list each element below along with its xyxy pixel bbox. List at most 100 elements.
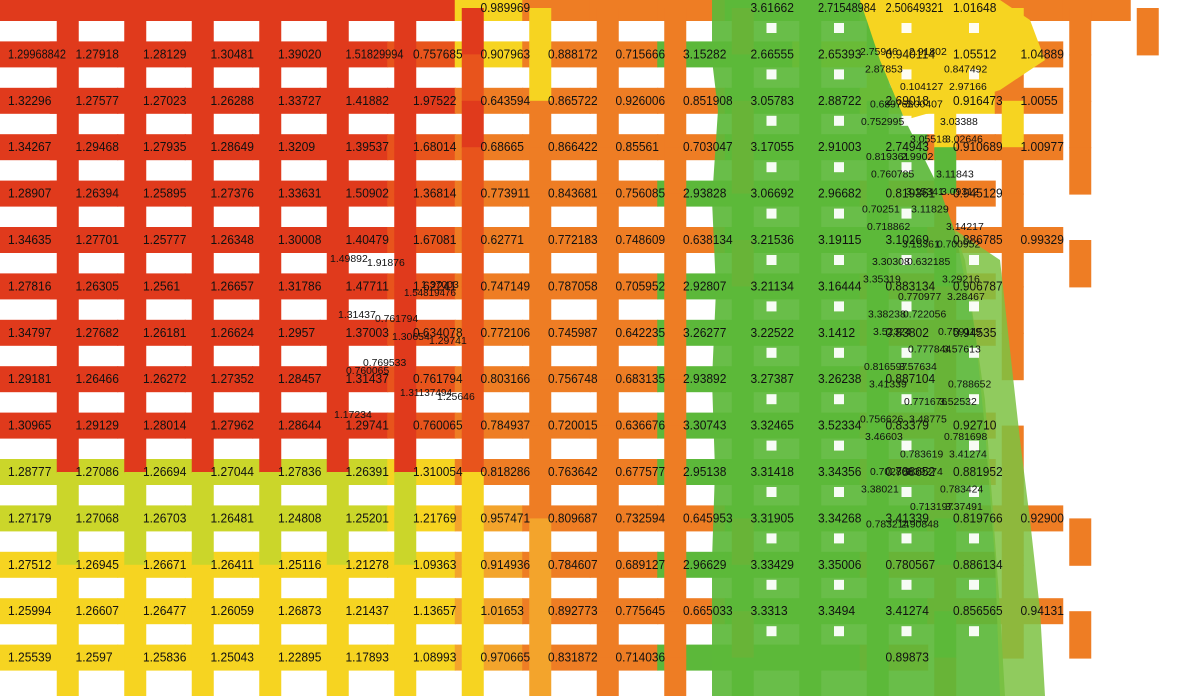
value-label-r7-c11: 3.22522 — [751, 326, 794, 340]
vband-r12-c6 — [461, 564, 484, 613]
value-label-r8-c7: 0.803166 — [481, 372, 531, 386]
vband-r4-c5 — [394, 193, 417, 241]
value-label-r3-c8: 0.866422 — [548, 140, 598, 154]
value-label-r0-c14: 1.01648 — [953, 1, 996, 15]
value-label-r8-c12: 3.26238 — [818, 372, 861, 386]
dense-label-56: 3.48775 — [909, 414, 947, 426]
vband-r9-c0 — [56, 425, 79, 473]
vband-r1-c2 — [191, 54, 214, 102]
vband-r3-c1 — [124, 147, 147, 195]
cell-hole-8-14 — [969, 394, 979, 405]
vband-r9-c3 — [259, 425, 282, 473]
value-label-r7-c1: 1.27682 — [76, 326, 119, 340]
value-label-r11-c12: 3.34268 — [818, 511, 861, 525]
vband-r7-c1 — [124, 332, 147, 381]
value-label-r1-c11: 2.66555 — [751, 47, 794, 61]
dense-label-38: 0.632185 — [907, 256, 950, 268]
value-label-r5-c8: 0.772183 — [548, 233, 598, 247]
vband-r0-c7 — [529, 8, 552, 56]
value-label-r4-c7: 0.773911 — [481, 187, 531, 201]
vband-r12-c0 — [56, 564, 79, 613]
vband-r7-c4 — [326, 332, 349, 381]
cell-hole-5-14 — [969, 255, 979, 265]
vband-r1-c3 — [259, 54, 282, 102]
vband-r3-c0 — [56, 147, 79, 195]
vband-r5-c6 — [461, 240, 484, 288]
value-label-r5-c3: 1.26348 — [211, 233, 254, 247]
value-label-r8-c2: 1.26272 — [143, 372, 186, 386]
value-label-r2-c13: 2.69018 — [886, 94, 929, 108]
vband-r5-c3 — [259, 240, 282, 288]
vband-r8-c9 — [664, 379, 687, 427]
value-label-r3-c10: 0.703047 — [683, 140, 733, 154]
value-label-r3-c14: 0.910689 — [953, 140, 1003, 154]
vband-r9-c6 — [461, 425, 484, 473]
value-label-r6-c2: 1.2561 — [143, 279, 180, 293]
value-label-r11-c14: 0.819766 — [953, 511, 1003, 525]
value-label-r11-c6: 1.21769 — [413, 511, 456, 525]
value-label-r2-c10: 0.851908 — [683, 94, 733, 108]
vband-r4-c2 — [191, 193, 214, 241]
value-label-r13-c11: 3.3313 — [751, 604, 788, 618]
vband-r11-c3 — [259, 518, 282, 566]
value-label-r3-c2: 1.27935 — [143, 140, 186, 154]
value-label-r3-c11: 3.17055 — [751, 140, 794, 154]
value-label-r2-c1: 1.27577 — [76, 94, 119, 108]
value-label-r9-c11: 3.32465 — [751, 419, 794, 433]
dense-label-33: 3.14217 — [946, 221, 984, 233]
value-label-r1-c0: 1.29968842 — [8, 47, 66, 61]
dense-label-17: 0.104127 — [900, 81, 943, 93]
vband-r5-c14 — [1001, 240, 1024, 288]
vband-r0-c9 — [664, 8, 687, 56]
value-label-r5-c0: 1.34635 — [8, 233, 51, 247]
vband-r1-c7 — [529, 54, 552, 102]
vband-r12-c9 — [664, 564, 687, 613]
cell-hole-0-11 — [766, 23, 777, 33]
value-label-r11-c11: 3.31905 — [751, 511, 794, 525]
dense-label-20: 3.00407 — [905, 99, 943, 111]
value-label-r11-c1: 1.27068 — [76, 511, 119, 525]
value-label-r13-c14: 0.856565 — [953, 604, 1003, 618]
dense-label-23: 3.05518 — [910, 134, 948, 146]
value-label-r7-c13: 0.83802 — [886, 326, 929, 340]
vband-r2-c4 — [326, 100, 349, 149]
vband-r2-c7 — [529, 100, 552, 149]
value-label-r9-c2: 1.28014 — [143, 419, 186, 433]
cell-hole-13-12 — [834, 626, 844, 637]
vband-r7-c9 — [664, 332, 687, 381]
dense-label-0: 1.49892 — [330, 253, 368, 265]
cell-hole-5-12 — [834, 255, 844, 265]
dense-label-12: 1.17234 — [334, 409, 372, 421]
value-label-r5-c6: 1.67081 — [413, 233, 456, 247]
value-labels: 0.989969 3.61662 2.71548984 2.50649321 1.016… — [8, 1, 1064, 665]
green-region — [712, 0, 1005, 696]
value-label-r7-c4: 1.2957 — [278, 326, 315, 340]
cell-hole-6-11 — [766, 301, 777, 312]
vband-r9-c5 — [394, 425, 417, 473]
dense-label-61: 0.702808 — [870, 466, 913, 478]
value-label-r1-c10: 3.15282 — [683, 47, 726, 61]
vband-r1-c8 — [596, 54, 619, 102]
cell-hole-11-12 — [834, 533, 844, 544]
value-label-r8-c11: 3.27387 — [751, 372, 794, 386]
dense-label-15: 0.847492 — [944, 64, 987, 76]
value-label-r2-c4: 1.33727 — [278, 94, 321, 108]
value-label-r10-c13: 0.788652 — [886, 465, 936, 479]
vband-r14-c2 — [191, 657, 214, 696]
dense-label-63: 0.783424 — [940, 484, 983, 496]
vband-r1-c4 — [326, 54, 349, 102]
value-label-r13-c0: 1.25994 — [8, 604, 51, 618]
vband-r13-c0 — [56, 611, 79, 659]
dense-label-67: 0.783214 — [866, 519, 909, 531]
vband-r12-c1 — [124, 564, 147, 613]
vband-r11-c6 — [461, 518, 484, 566]
vband-r6-c6 — [461, 286, 484, 334]
value-label-r3-c5: 1.39537 — [346, 140, 389, 154]
value-label-r1-c15: 1.04889 — [1021, 47, 1064, 61]
cell-hole-2-12 — [834, 115, 844, 126]
light-green-region — [955, 230, 1045, 696]
value-label-r10-c8: 0.763642 — [548, 465, 598, 479]
value-label-r3-c9: 0.85561 — [616, 140, 659, 154]
value-label-r13-c7: 1.01653 — [481, 604, 524, 618]
value-label-r6-c3: 1.26657 — [211, 279, 254, 293]
